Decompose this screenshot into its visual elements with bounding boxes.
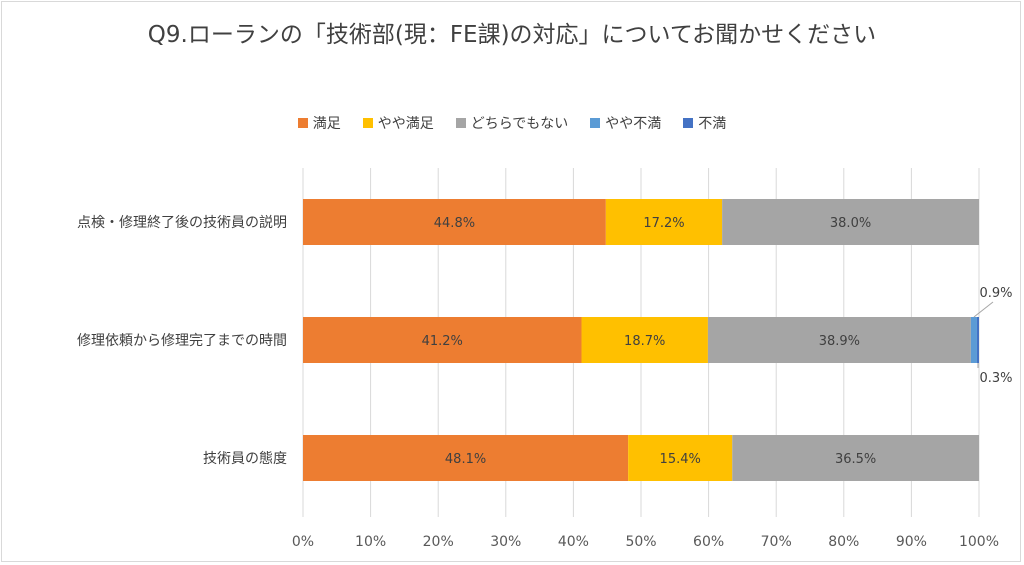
category-label: 修理依頼から修理完了までの時間: [77, 333, 287, 349]
callout-label: 0.9%: [979, 286, 1012, 301]
data-label: 17.2%: [643, 216, 684, 231]
x-tick-label: 70%: [761, 534, 792, 550]
legend-item: やや不満: [590, 113, 661, 133]
legend-label: やや不満: [605, 116, 662, 132]
chart-title-text: Q9.ローランの「技術部(現：FE課)の対応」についてお聞かせください: [147, 22, 877, 48]
bar-segment: [581, 317, 708, 363]
bar-segment: [628, 435, 733, 481]
x-tick-label: 60%: [693, 534, 724, 550]
bar-segment: [303, 199, 606, 245]
bar-segment: [605, 199, 723, 245]
x-tick-label: 10%: [355, 534, 386, 550]
bar-segment: [707, 317, 971, 363]
legend-label: やや満足: [377, 116, 434, 132]
data-label: 48.1%: [445, 452, 486, 467]
data-label: 44.8%: [434, 216, 475, 231]
x-tick-label: 20%: [423, 534, 454, 550]
chart-legend: 満足 やや満足 どちらでもない やや不満 不満: [0, 113, 1024, 133]
legend-swatch: [297, 118, 308, 128]
x-tick-label: 80%: [828, 534, 859, 550]
legend-item: どちらでもない: [455, 113, 569, 133]
bar-segment: [303, 435, 629, 481]
data-label: 38.0%: [830, 216, 871, 231]
category-label: 点検・修理終了後の技術員の説明: [77, 215, 287, 231]
data-label: 38.9%: [819, 334, 860, 349]
legend-swatch: [590, 118, 601, 128]
bar-segment: [970, 317, 977, 363]
bar-segment: [976, 317, 979, 363]
bar-segment: [722, 199, 979, 245]
bar-segment: [303, 317, 582, 363]
legend-item: やや満足: [362, 113, 434, 133]
callout-leader: [973, 301, 994, 318]
legend-label: どちらでもない: [470, 116, 569, 132]
legend-swatch: [362, 118, 373, 128]
legend-swatch: [455, 118, 466, 128]
bar-segment: [732, 435, 979, 481]
x-tick-label: 0%: [292, 534, 314, 550]
category-label: 技術員の態度: [203, 451, 287, 467]
data-label: 36.5%: [835, 452, 876, 467]
legend-item: 満足: [297, 113, 341, 133]
x-tick-label: 100%: [959, 534, 999, 550]
data-label: 18.7%: [624, 334, 665, 349]
legend-swatch: [683, 118, 694, 128]
x-tick-label: 30%: [490, 534, 521, 550]
x-tick-label: 40%: [558, 534, 589, 550]
legend-label: 不満: [698, 116, 727, 132]
data-label: 41.2%: [422, 334, 463, 349]
legend-label: 満足: [312, 116, 341, 132]
x-tick-label: 50%: [625, 534, 656, 550]
callout-label: 0.3%: [979, 371, 1012, 386]
x-tick-label: 90%: [896, 534, 927, 550]
chart-title: Q9.ローランの「技術部(現：FE課)の対応」についてお聞かせください: [0, 18, 1024, 52]
legend-item: 不満: [683, 113, 726, 133]
data-label: 15.4%: [660, 452, 701, 467]
